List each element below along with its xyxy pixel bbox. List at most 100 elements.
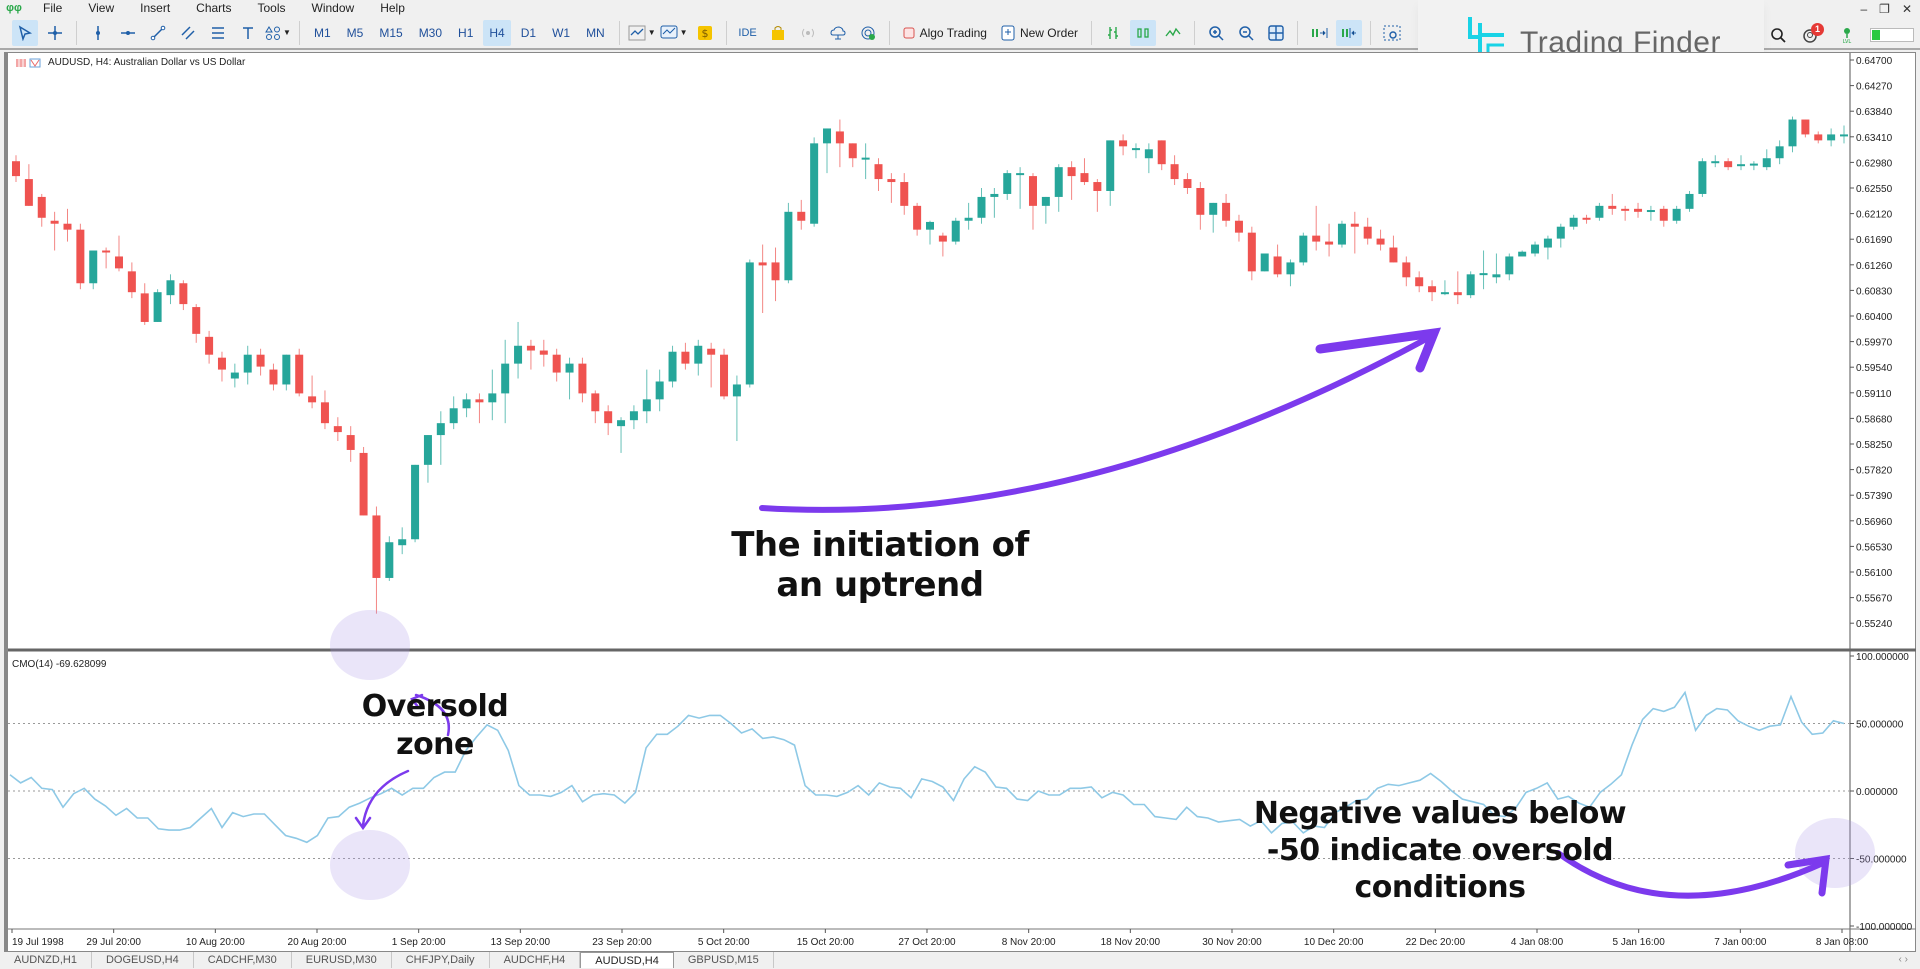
- price-axis-label: 0.56100: [1856, 568, 1893, 579]
- menu-help[interactable]: Help: [380, 1, 405, 15]
- indicator-axis-label: 0.000000: [1856, 787, 1898, 798]
- channel-button[interactable]: [175, 20, 201, 46]
- price-chart[interactable]: 0.64700 0.64270 0.63840 0.63410 0.62980 0.625…: [8, 53, 1916, 951]
- candle: [591, 393, 600, 412]
- autoscroll-button[interactable]: [1306, 20, 1332, 46]
- menu-charts[interactable]: Charts: [196, 1, 232, 15]
- candle: [411, 464, 420, 540]
- timeframe-m5[interactable]: M5: [346, 25, 364, 40]
- horizontal-line-button[interactable]: [115, 20, 141, 46]
- restore-icon[interactable]: ❐: [1879, 2, 1890, 16]
- notifications-button[interactable]: 1: [1802, 23, 1824, 44]
- crosshair-tool-button[interactable]: [42, 20, 68, 46]
- strategy-tester-button[interactable]: [855, 20, 881, 46]
- oversold-line-1: Oversold: [361, 689, 509, 724]
- candle: [1749, 163, 1758, 166]
- market-button[interactable]: $: [692, 20, 718, 46]
- candle: [1466, 274, 1475, 296]
- candle: [1119, 140, 1128, 147]
- new-order-button[interactable]: New Order: [996, 20, 1083, 46]
- menu-tools[interactable]: Tools: [257, 1, 286, 15]
- timeframe-h1[interactable]: H1: [458, 25, 474, 40]
- menu-file[interactable]: File: [43, 1, 63, 15]
- chart-tabs: AUDNZD,H1 DOGEUSD,H4 CADCHF,M30 EURUSD,M…: [0, 952, 1920, 968]
- minimize-icon[interactable]: –: [1860, 2, 1868, 16]
- menu-insert[interactable]: Insert: [140, 1, 171, 15]
- close-icon[interactable]: ✕: [1901, 2, 1912, 16]
- candle: [140, 293, 149, 322]
- annotation-arrow: [759, 335, 1431, 513]
- toolbar-divider: [1193, 20, 1195, 45]
- annotation-arrow: [361, 769, 410, 827]
- menu-view[interactable]: View: [88, 1, 115, 15]
- tab-dogeusd-h4[interactable]: DOGEUSD,H4: [92, 952, 194, 968]
- candle: [1016, 173, 1025, 176]
- candle: [1659, 208, 1668, 221]
- market-bag-button[interactable]: [765, 20, 791, 46]
- indicators-button[interactable]: ▼: [628, 20, 656, 46]
- line-chart-button[interactable]: [1160, 20, 1186, 46]
- candle: [1312, 235, 1321, 242]
- indicator-axis-label: 50.000000: [1856, 720, 1904, 731]
- oversold-line-2: zone: [396, 727, 474, 762]
- candle: [1582, 217, 1591, 220]
- tab-scroll-arrows[interactable]: ‹ ›: [1898, 954, 1908, 965]
- time-axis-label: 27 Oct 20:00: [898, 937, 956, 948]
- candle: [1840, 134, 1848, 137]
- shapes-button[interactable]: ▼: [265, 20, 291, 46]
- zoom-in-button[interactable]: [1203, 20, 1229, 46]
- candle: [938, 235, 947, 242]
- chart-shift-button[interactable]: [1335, 19, 1362, 46]
- candle: [1041, 196, 1050, 206]
- timeframe-m1[interactable]: M1: [314, 25, 331, 40]
- ide-button[interactable]: IDE: [738, 26, 757, 39]
- toolbar-divider: [888, 20, 890, 45]
- algo-trading-button[interactable]: Algo Trading: [898, 20, 992, 46]
- candle: [256, 354, 265, 367]
- candle: [205, 336, 214, 355]
- candle: [1788, 119, 1797, 147]
- signals-button[interactable]: [795, 20, 821, 46]
- level-icon[interactable]: LVL: [1840, 27, 1854, 43]
- indicator-axis-label: -50.000000: [1856, 855, 1907, 866]
- text-tool-button[interactable]: [235, 20, 261, 46]
- tab-eurusd-m30[interactable]: EURUSD,M30: [292, 952, 392, 968]
- timeframe-h4[interactable]: H4: [483, 19, 511, 46]
- chart-symbol-icon: [16, 58, 41, 67]
- chevron-down-icon: ▼: [283, 28, 291, 37]
- tab-audnzd-h1[interactable]: AUDNZD,H1: [0, 952, 92, 968]
- time-axis-label: 5 Jan 16:00: [1613, 937, 1666, 948]
- tab-audusd-h4[interactable]: AUDUSD,H4: [580, 952, 674, 968]
- search-icon[interactable]: [1770, 27, 1786, 43]
- tile-windows-button[interactable]: [1263, 20, 1289, 46]
- timeframe-m15[interactable]: M15: [379, 25, 403, 40]
- tab-cadchf-m30[interactable]: CADCHF,M30: [194, 952, 292, 968]
- camera-icon: [1383, 25, 1401, 40]
- candle: [874, 164, 883, 180]
- templates-button[interactable]: ▼: [660, 20, 688, 46]
- candle: [1814, 134, 1823, 141]
- menu-window[interactable]: Window: [311, 1, 355, 15]
- fibonacci-icon: [212, 26, 224, 39]
- fibonacci-button[interactable]: [205, 20, 231, 46]
- zoom-in-icon: [1209, 25, 1224, 41]
- cursor-tool-button[interactable]: [12, 19, 38, 46]
- timeframe-d1[interactable]: D1: [520, 25, 537, 40]
- trendline-button[interactable]: [145, 20, 171, 46]
- candle: [861, 157, 870, 160]
- vps-button[interactable]: [825, 20, 851, 46]
- tab-chfjpy-daily[interactable]: CHFJPY,Daily: [392, 952, 490, 968]
- tab-gbpusd-m15[interactable]: GBPUSD,M15: [674, 952, 774, 968]
- timeframe-m30[interactable]: M30: [418, 25, 443, 40]
- tab-audchf-h4[interactable]: AUDCHF,H4: [490, 952, 581, 968]
- candlestick-chart-button[interactable]: [1129, 19, 1156, 46]
- timeframe-w1[interactable]: W1: [552, 25, 571, 40]
- vertical-line-button[interactable]: [85, 20, 111, 46]
- screenshot-button[interactable]: [1379, 20, 1405, 46]
- timeframe-mn[interactable]: MN: [586, 25, 605, 40]
- zoom-out-button[interactable]: [1233, 20, 1259, 46]
- candle: [1634, 208, 1643, 212]
- algo-trading-label: Algo Trading: [919, 25, 987, 40]
- candle: [552, 354, 561, 373]
- bar-chart-button[interactable]: [1100, 20, 1126, 46]
